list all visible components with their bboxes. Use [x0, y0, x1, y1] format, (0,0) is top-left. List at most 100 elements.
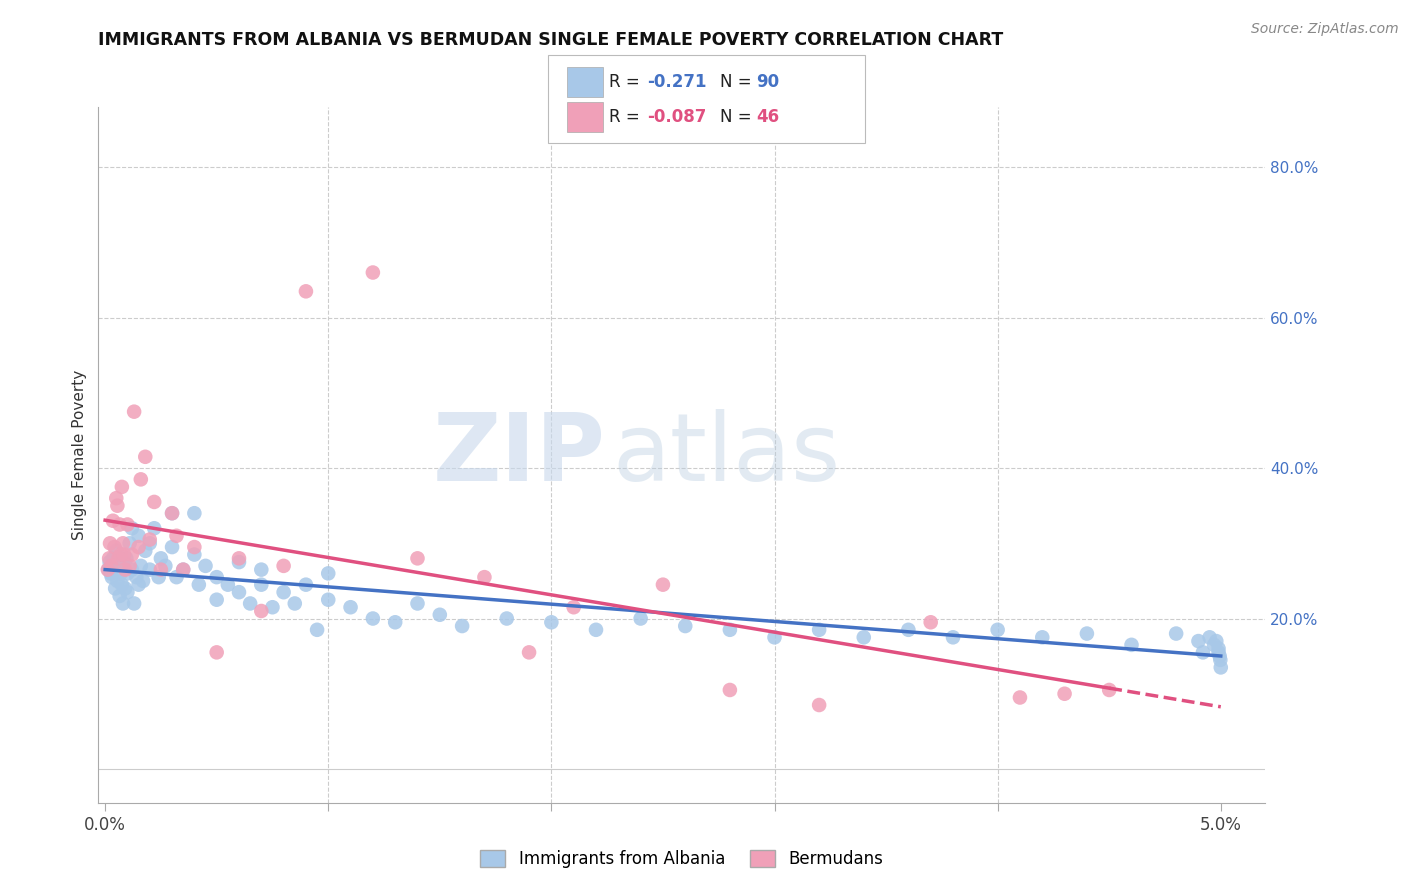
Point [100, 566, 122, 581]
Point [118, 536, 141, 550]
Point [295, 577, 318, 591]
Point [107, 551, 129, 566]
Point [652, 577, 675, 591]
Point [103, 558, 125, 573]
Text: N =: N = [720, 108, 756, 126]
Point [474, 570, 496, 584]
Point [129, 472, 152, 486]
Point [1076, 626, 1098, 640]
Point [1205, 634, 1227, 648]
Point [112, 548, 135, 562]
Text: R =: R = [609, 73, 645, 91]
Point [155, 558, 177, 573]
Point [98, 536, 121, 550]
Point [250, 577, 273, 591]
Point [143, 495, 166, 509]
Point [101, 514, 124, 528]
Point [105, 574, 128, 588]
Point [316, 592, 339, 607]
Point [160, 540, 183, 554]
Point [307, 623, 329, 637]
Point [105, 544, 128, 558]
Point [239, 597, 262, 611]
Text: IMMIGRANTS FROM ALBANIA VS BERMUDAN SINGLE FEMALE POVERTY CORRELATION CHART: IMMIGRANTS FROM ALBANIA VS BERMUDAN SING… [98, 31, 1004, 49]
Point [1053, 687, 1076, 701]
Point [217, 577, 239, 591]
Point [562, 600, 585, 615]
Point [262, 600, 284, 615]
Point [1187, 634, 1209, 648]
Point [160, 506, 183, 520]
Point [630, 611, 652, 625]
Point [406, 597, 429, 611]
Point [1209, 653, 1232, 667]
Point [128, 540, 150, 554]
Point [585, 623, 607, 637]
Text: atlas: atlas [612, 409, 841, 501]
Point [125, 570, 148, 584]
Point [103, 540, 125, 554]
Point [718, 683, 741, 698]
Point [187, 577, 209, 591]
Point [139, 563, 162, 577]
Point [718, 623, 741, 637]
Point [228, 555, 250, 569]
Point [148, 570, 170, 584]
Text: 46: 46 [756, 108, 779, 126]
Point [149, 551, 172, 566]
Point [250, 604, 273, 618]
Point [1098, 683, 1121, 698]
Point [852, 630, 875, 644]
Point [105, 491, 128, 505]
Point [129, 558, 152, 573]
Point [920, 615, 942, 630]
Point [808, 698, 831, 712]
Point [110, 548, 132, 562]
Point [107, 558, 129, 573]
Point [1121, 638, 1143, 652]
Point [128, 529, 150, 543]
Point [540, 615, 562, 630]
Point [117, 566, 139, 581]
Point [108, 517, 131, 532]
Point [98, 555, 121, 569]
Point [104, 582, 127, 596]
Point [111, 597, 134, 611]
Point [172, 563, 194, 577]
Point [121, 521, 143, 535]
Point [111, 480, 134, 494]
Text: ZIP: ZIP [433, 409, 606, 501]
Point [295, 285, 318, 299]
Point [110, 566, 132, 581]
Point [339, 600, 361, 615]
Point [284, 597, 307, 611]
Point [808, 623, 831, 637]
Point [451, 619, 474, 633]
Point [101, 570, 124, 584]
Point [1031, 630, 1053, 644]
Point [121, 548, 143, 562]
Point [1208, 649, 1230, 664]
Point [1198, 630, 1220, 644]
Point [105, 499, 128, 513]
Point [1202, 638, 1225, 652]
Point [273, 585, 295, 599]
Point [228, 585, 250, 599]
Point [897, 623, 920, 637]
Text: Source: ZipAtlas.com: Source: ZipAtlas.com [1251, 22, 1399, 37]
Point [1008, 690, 1031, 705]
Point [250, 563, 273, 577]
Point [139, 536, 162, 550]
Point [132, 574, 155, 588]
Point [98, 551, 121, 566]
Text: -0.271: -0.271 [647, 73, 706, 91]
Point [114, 582, 136, 596]
Point [115, 551, 138, 566]
Point [183, 548, 205, 562]
Point [384, 615, 406, 630]
Point [143, 521, 166, 535]
Point [205, 570, 228, 584]
Point [1208, 641, 1230, 656]
Point [361, 266, 384, 280]
Point [101, 551, 124, 566]
